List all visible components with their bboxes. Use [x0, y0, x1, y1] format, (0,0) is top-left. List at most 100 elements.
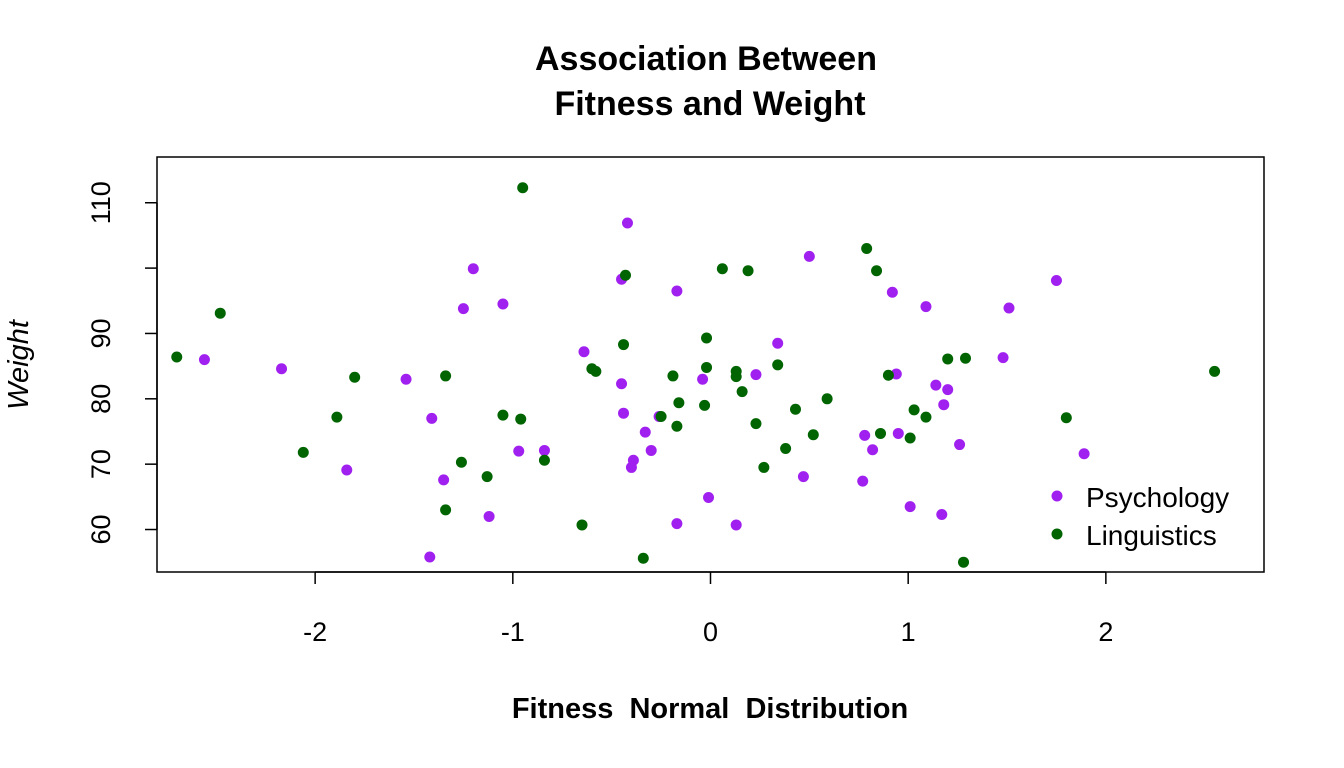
- data-point: [821, 393, 833, 405]
- data-point: [930, 379, 942, 391]
- data-point: [483, 510, 495, 522]
- data-point: [538, 454, 550, 466]
- series-linguistics: [171, 182, 1221, 568]
- data-point: [667, 370, 679, 382]
- data-point: [904, 501, 916, 513]
- data-point: [637, 552, 649, 564]
- data-point: [671, 518, 683, 530]
- x-tick-label: 2: [1098, 617, 1113, 647]
- data-point: [497, 409, 509, 421]
- chart-title-line-1: Association Between: [535, 40, 877, 78]
- data-point: [892, 427, 904, 439]
- data-point: [673, 397, 685, 409]
- data-point: [920, 411, 932, 423]
- data-point: [576, 519, 588, 531]
- data-point: [1078, 448, 1090, 460]
- data-point: [440, 504, 452, 516]
- data-point: [699, 399, 711, 411]
- data-point: [618, 407, 630, 419]
- data-point: [730, 365, 742, 377]
- data-point: [517, 182, 529, 194]
- x-axis: -2 -1 0 1 2: [303, 571, 1113, 647]
- data-point: [400, 373, 412, 385]
- data-point: [171, 351, 183, 363]
- data-point: [797, 471, 809, 483]
- data-point: [671, 420, 683, 432]
- data-point: [639, 426, 651, 438]
- data-point: [703, 491, 715, 503]
- data-point: [938, 399, 950, 411]
- data-point: [497, 298, 509, 310]
- data-point: [1050, 275, 1062, 287]
- y-axis-title: Weight: [3, 318, 35, 410]
- data-point: [882, 369, 894, 381]
- data-point: [790, 403, 802, 415]
- y-tick-label: 70: [86, 449, 116, 479]
- y-axis: 60 70 80 90 110: [86, 181, 158, 545]
- data-point: [424, 551, 436, 563]
- chart-title-line-2: Fitness and Weight: [554, 85, 865, 123]
- data-point: [859, 429, 871, 441]
- data-point: [214, 307, 226, 319]
- data-point: [625, 461, 637, 473]
- data-point: [942, 353, 954, 365]
- data-point: [276, 363, 288, 375]
- data-point: [671, 285, 683, 297]
- data-point: [515, 413, 527, 425]
- data-point: [742, 265, 754, 277]
- data-points: [171, 182, 1221, 568]
- data-point: [908, 404, 920, 416]
- data-point: [621, 217, 633, 229]
- data-point: [904, 432, 916, 444]
- data-point: [426, 412, 438, 424]
- x-tick-label: 0: [703, 617, 718, 647]
- data-point: [440, 370, 452, 382]
- data-point: [954, 439, 966, 451]
- data-point: [297, 446, 309, 458]
- data-point: [616, 378, 628, 390]
- data-point: [803, 250, 815, 262]
- data-point: [1209, 365, 1221, 377]
- data-point: [198, 354, 210, 366]
- data-point: [807, 429, 819, 441]
- data-point: [942, 384, 954, 396]
- data-point: [758, 461, 770, 473]
- legend-marker: [1051, 490, 1063, 502]
- data-point: [349, 371, 361, 383]
- data-point: [886, 286, 898, 298]
- data-point: [457, 303, 469, 315]
- data-point: [730, 519, 742, 531]
- y-tick-label: 110: [86, 181, 116, 224]
- data-point: [920, 301, 932, 313]
- data-point: [997, 352, 1009, 364]
- data-point: [481, 471, 493, 483]
- data-point: [513, 445, 525, 457]
- data-point: [619, 269, 631, 281]
- data-point: [467, 263, 479, 275]
- data-point: [750, 418, 762, 430]
- data-point: [697, 373, 709, 385]
- data-point: [455, 456, 467, 468]
- data-point: [857, 475, 869, 487]
- data-point: [780, 442, 792, 454]
- legend-marker: [1051, 528, 1063, 540]
- data-point: [1060, 412, 1072, 424]
- data-point: [645, 444, 657, 456]
- data-point: [586, 363, 598, 375]
- data-point: [736, 386, 748, 398]
- data-point: [578, 346, 590, 358]
- legend-label: Linguistics: [1086, 520, 1217, 551]
- data-point: [772, 337, 784, 349]
- legend: Psychology Linguistics: [1051, 482, 1229, 551]
- data-point: [716, 263, 728, 275]
- series-psychology: [198, 217, 1090, 563]
- data-point: [701, 361, 713, 373]
- x-tick-label: 1: [901, 617, 916, 647]
- x-axis-title: Fitness Normal Distribution: [512, 693, 908, 725]
- data-point: [438, 474, 450, 486]
- data-point: [867, 444, 879, 456]
- y-tick-label: 90: [86, 318, 116, 348]
- data-point: [772, 359, 784, 371]
- data-point: [331, 411, 343, 423]
